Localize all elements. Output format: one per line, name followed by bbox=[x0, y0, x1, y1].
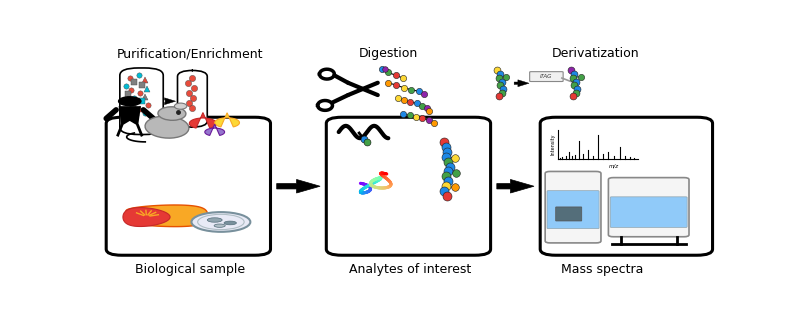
FancyBboxPatch shape bbox=[120, 68, 163, 134]
Text: iTAG: iTAG bbox=[540, 74, 553, 79]
Circle shape bbox=[118, 97, 141, 106]
Ellipse shape bbox=[191, 212, 250, 232]
FancyBboxPatch shape bbox=[540, 117, 713, 255]
Polygon shape bbox=[497, 180, 534, 193]
Text: Derivatization: Derivatization bbox=[552, 47, 640, 60]
Polygon shape bbox=[165, 98, 176, 105]
FancyBboxPatch shape bbox=[106, 117, 270, 255]
Ellipse shape bbox=[145, 116, 189, 138]
Ellipse shape bbox=[174, 103, 187, 109]
Polygon shape bbox=[190, 113, 217, 128]
Ellipse shape bbox=[207, 218, 222, 222]
Polygon shape bbox=[277, 180, 320, 193]
Text: Intensity: Intensity bbox=[550, 134, 555, 155]
Polygon shape bbox=[123, 208, 170, 227]
Text: m/z: m/z bbox=[609, 163, 619, 168]
Polygon shape bbox=[214, 113, 239, 127]
Text: Digestion: Digestion bbox=[358, 47, 418, 60]
FancyBboxPatch shape bbox=[547, 191, 599, 228]
Ellipse shape bbox=[214, 224, 226, 227]
Ellipse shape bbox=[158, 107, 186, 120]
Text: Biological sample: Biological sample bbox=[135, 263, 245, 276]
FancyBboxPatch shape bbox=[610, 197, 687, 228]
Text: Analytes of interest: Analytes of interest bbox=[349, 263, 471, 276]
FancyBboxPatch shape bbox=[530, 72, 563, 82]
Ellipse shape bbox=[224, 221, 237, 225]
Polygon shape bbox=[205, 124, 225, 135]
FancyBboxPatch shape bbox=[608, 178, 689, 237]
FancyBboxPatch shape bbox=[556, 207, 582, 221]
Polygon shape bbox=[116, 106, 143, 137]
FancyBboxPatch shape bbox=[178, 70, 207, 127]
Polygon shape bbox=[126, 205, 208, 227]
Text: Mass spectra: Mass spectra bbox=[561, 263, 643, 276]
FancyBboxPatch shape bbox=[545, 172, 601, 243]
Polygon shape bbox=[514, 80, 529, 87]
FancyBboxPatch shape bbox=[326, 117, 490, 255]
Text: Purification/Enrichment: Purification/Enrichment bbox=[117, 47, 263, 60]
